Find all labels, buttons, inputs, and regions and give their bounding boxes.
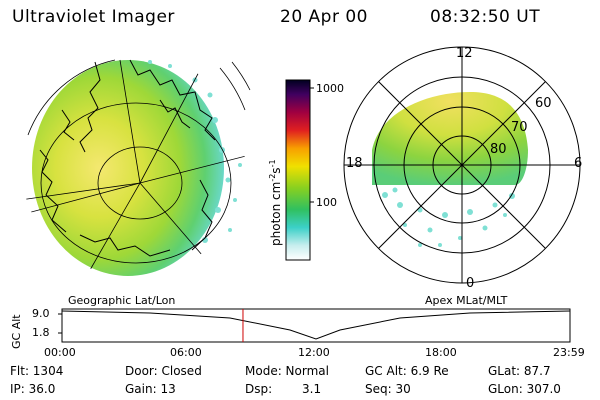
info-ip: IP: 36.0 <box>10 382 56 396</box>
observation-time: 08:32:50 UT <box>430 7 541 27</box>
altitude-plot <box>58 308 571 343</box>
left-panel-caption: Geographic Lat/Lon <box>68 294 176 307</box>
lon-line-2 <box>139 69 201 184</box>
mlt-label-18: 18 <box>346 156 363 171</box>
coastline-c <box>159 99 191 129</box>
mlat-label-80: 80 <box>490 142 507 157</box>
polar-grid <box>343 46 581 284</box>
lon-line-6 <box>21 182 141 216</box>
info-door: Door: Closed <box>125 364 202 378</box>
lon-line-5 <box>89 182 141 271</box>
coastline-d <box>39 149 67 233</box>
observation-date: 20 Apr 00 <box>280 7 368 27</box>
right-panel-caption: Apex MLat/MLT <box>425 294 508 307</box>
altitude-plot-frame <box>61 308 571 343</box>
left-emission-region <box>32 60 224 276</box>
instrument-title: Ultraviolet Imager <box>12 7 175 27</box>
info-flight: Flt: 1304 <box>10 364 64 378</box>
info-seq: Seq: 30 <box>365 382 411 396</box>
outer-arc-c <box>231 61 251 91</box>
outer-arc-a <box>27 59 116 136</box>
altitude-xtick-0: 00:00 <box>44 346 76 359</box>
coastline-a <box>79 61 101 153</box>
mlt-label-6: 6 <box>574 156 583 171</box>
colorbar-unit-exp1: -2 <box>268 173 277 182</box>
mlt-label-12: 12 <box>456 46 473 61</box>
colorbar-unit-base: photon cm <box>269 181 283 246</box>
lat-circle-inner <box>97 146 183 220</box>
geographic-map-panel <box>21 59 251 276</box>
lat-circle-outer <box>40 102 232 264</box>
altitude-xtick-1: 06:00 <box>170 346 202 359</box>
altitude-ytick-bottom: 1.8 <box>32 326 50 339</box>
info-glon: GLon: 307.0 <box>488 382 561 396</box>
altitude-ytick-top: 9.0 <box>32 307 50 320</box>
colorbar-axis-title: photon cm-2s-1 <box>268 159 283 246</box>
coastline-g <box>61 109 75 141</box>
colorbar-label-100: 100 <box>316 196 337 209</box>
outer-lat-arcs <box>27 59 251 136</box>
altitude-xtick-2: 12:00 <box>298 346 330 359</box>
lon-line-3 <box>139 154 245 184</box>
polar-mlt-panel <box>343 46 581 284</box>
colorbar-label-1000: 1000 <box>316 82 344 95</box>
mlat-label-60: 60 <box>535 96 552 111</box>
right-emission-speckle <box>382 187 515 247</box>
lon-line-7 <box>21 182 141 201</box>
intensity-colorbar <box>285 79 314 261</box>
lon-line-1 <box>119 59 141 184</box>
info-gc-alt: GC Alt: 6.9 Re <box>365 364 449 378</box>
polar-diag-2 <box>378 81 546 249</box>
altitude-xtick-4: 23:59 <box>553 346 585 359</box>
info-gain: Gain: 13 <box>125 382 176 396</box>
altitude-xtick-3: 18:00 <box>425 346 457 359</box>
info-dsp-value: 3.1 <box>302 382 322 396</box>
info-dsp-label: Dsp: <box>245 382 273 396</box>
colorbar-unit-s: s <box>269 167 283 174</box>
info-glat: GLat: 87.7 <box>488 364 551 378</box>
colorbar-gradient <box>285 79 311 261</box>
mlt-label-0: 0 <box>466 276 475 291</box>
coastline-b <box>129 59 216 141</box>
altitude-ylabel: GC Alt <box>10 314 23 349</box>
info-mode: Mode: Normal <box>245 364 329 378</box>
colorbar-unit-exp2: -1 <box>268 159 277 168</box>
mlat-label-70: 70 <box>511 120 528 135</box>
altitude-curve <box>61 310 571 340</box>
outer-arc-b <box>219 67 246 111</box>
coastline-e <box>79 234 171 257</box>
